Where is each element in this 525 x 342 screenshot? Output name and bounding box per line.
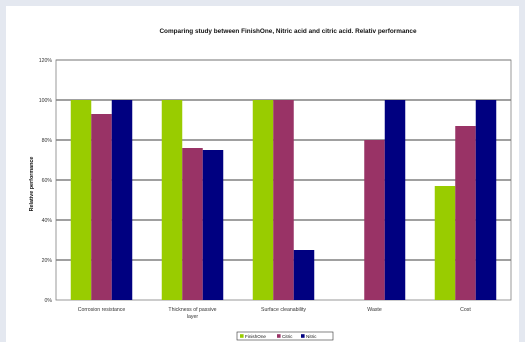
y-tick-label: 20%: [42, 258, 53, 264]
bar: [202, 150, 224, 300]
legend-label: Citric: [282, 334, 293, 339]
bar: [70, 100, 92, 300]
y-tick-label: 80%: [42, 138, 53, 144]
bar: [252, 100, 274, 300]
y-tick-label: 120%: [39, 58, 53, 64]
x-category-label: Surface cleanability: [261, 307, 306, 313]
bar: [273, 100, 294, 300]
y-tick-label: 40%: [42, 218, 53, 224]
y-axis-label: Relative performance: [29, 157, 35, 212]
legend: FinishOne Citric Nitric: [236, 331, 334, 341]
chart-frame: Comparing study between FinishOne, Nitri…: [6, 6, 519, 342]
bar: [182, 148, 203, 300]
legend-box: [236, 331, 334, 341]
bar: [434, 186, 456, 300]
x-category-label: layer: [187, 314, 199, 320]
bar: [293, 250, 315, 300]
x-category-label: Waste: [367, 307, 382, 313]
bar: [111, 100, 133, 300]
bar: [475, 100, 497, 300]
bar: [364, 140, 385, 300]
y-tick-label: 60%: [42, 178, 53, 184]
legend-label: Nitric: [306, 334, 317, 339]
x-category-labels: Corrosion resistance Thickness of passive…: [78, 307, 472, 320]
bar: [161, 100, 183, 300]
y-tick-label: 0%: [45, 298, 53, 304]
bar: [384, 100, 406, 300]
legend-swatch: [277, 334, 281, 338]
chart-title: Comparing study between FinishOne, Nitri…: [159, 28, 417, 35]
x-category-label: Cost: [460, 307, 471, 313]
legend-label: FinishOne: [245, 334, 266, 339]
x-category-label: Corrosion resistance: [78, 307, 126, 313]
y-tick-labels: 0% 20% 40% 60% 80% 100% 120%: [39, 58, 53, 304]
y-tick-label: 100%: [39, 98, 53, 104]
legend-swatch: [301, 334, 305, 338]
bar: [455, 126, 476, 300]
bar-chart: Comparing study between FinishOne, Nitri…: [29, 28, 512, 341]
bars: [70, 100, 497, 300]
legend-swatch: [240, 334, 244, 338]
bar: [91, 114, 112, 300]
x-category-label: Thickness of passive: [168, 307, 216, 313]
